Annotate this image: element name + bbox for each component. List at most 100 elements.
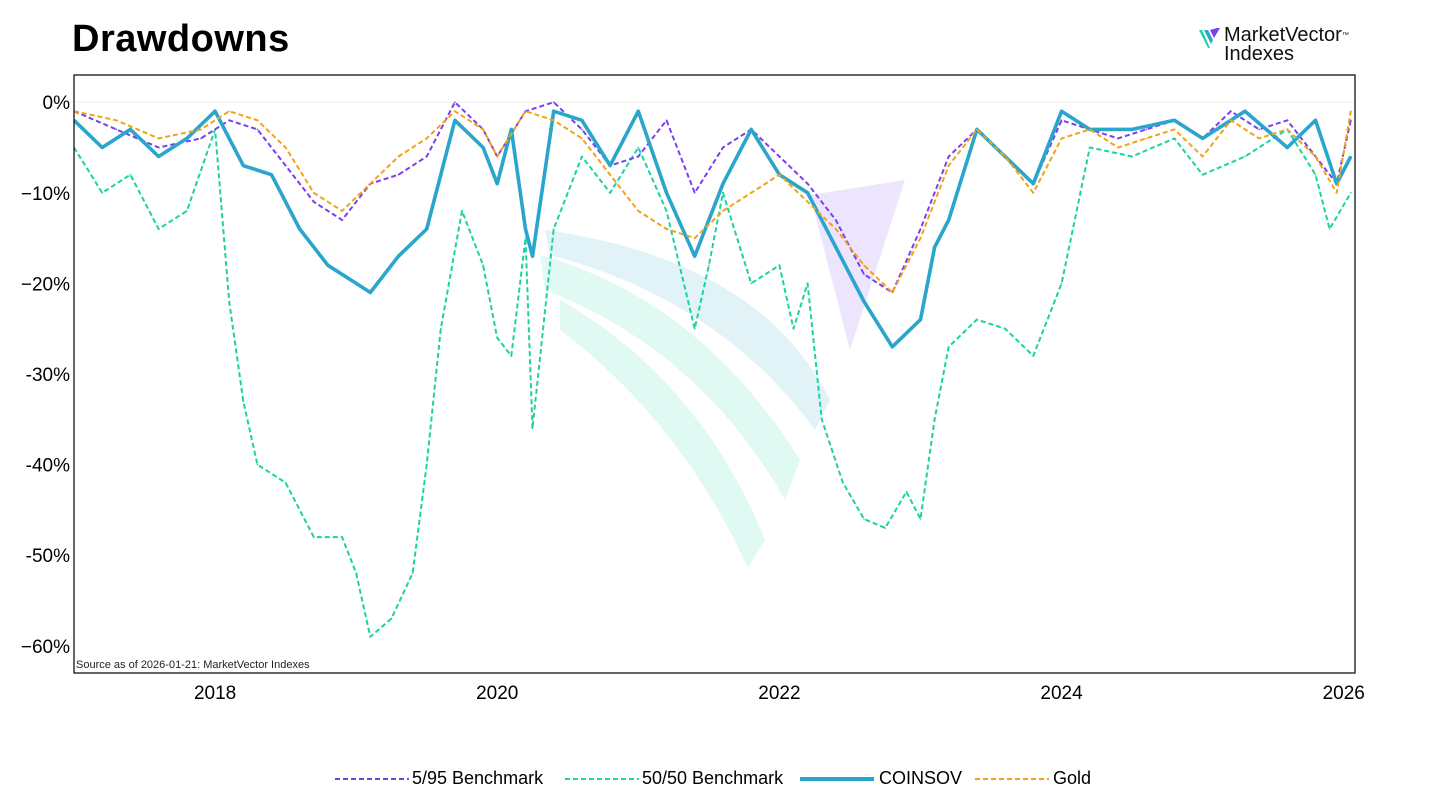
data-point [750,128,752,131]
data-point [750,282,752,285]
data-point [115,119,118,122]
data-point [806,282,809,285]
data-point [905,491,908,493]
data-point [355,282,358,285]
data-point [1004,327,1006,330]
y-tick-label: −10% [21,184,70,205]
data-point [496,337,499,339]
data-point [327,264,329,267]
data-point [863,273,865,276]
data-point [919,318,922,321]
source-note: Source as of 2026-01-21: MarketVector In… [76,659,310,671]
data-point [1350,110,1352,112]
data-point [693,327,696,330]
data-point [355,572,358,575]
x-tick-label: 2024 [1040,683,1083,704]
data-point [186,137,188,140]
logo-text-line1: MarketVector [1224,24,1342,46]
data-point [1173,119,1176,122]
data-point [298,228,301,230]
data-point [200,137,202,140]
data-point [461,210,463,212]
series-layer [74,101,1355,638]
data-point [510,128,513,131]
data-point [947,219,950,221]
data-point [482,128,484,131]
data-point [1258,128,1260,131]
data-point [884,527,886,529]
data-point [708,264,710,267]
data-point [425,228,428,230]
data-point [1350,192,1352,194]
data-point [1060,119,1063,122]
data-point [242,400,245,403]
data-point [722,192,724,194]
data-point [454,119,456,122]
data-point [524,228,527,230]
data-point [1032,192,1035,194]
data-point [425,155,428,158]
data-point [891,291,894,294]
legend-swatch [800,777,874,781]
data-point [157,137,160,140]
x-axis: 2018 2020 2022 2024 2026 [194,683,1365,704]
y-tick-label: -50% [26,546,70,567]
data-point [482,264,484,267]
data-point [115,128,118,131]
data-point [1201,137,1204,140]
data-point [1286,128,1289,131]
data-point [863,300,865,303]
data-point [284,481,287,484]
data-point [440,327,442,330]
legend-swatch [975,778,1049,780]
data-point [454,101,456,103]
data-point [778,264,781,267]
legend-swatch [335,778,409,780]
data-point [1286,119,1289,122]
data-point [1314,173,1317,176]
data-point [1117,146,1119,149]
logo-text: MarketVector™ Indexes [1224,24,1349,64]
data-point [1201,155,1204,158]
data-point [270,173,273,176]
data-point [581,119,583,122]
data-point [1335,192,1338,194]
data-point [496,182,499,185]
legend-swatch [565,778,639,780]
data-point [1258,137,1260,140]
data-point [1145,137,1147,140]
data-point [863,518,865,520]
data-point [1173,137,1176,140]
data-point [369,291,372,294]
data-point [482,146,484,149]
data-point [186,210,188,212]
data-point [919,228,922,230]
data-point [722,182,724,185]
data-point [1032,182,1035,185]
data-point [397,173,400,176]
data-point [976,128,978,131]
data-point [835,228,837,230]
data-point [1145,128,1147,131]
data-point [778,173,781,176]
data-point [524,110,527,112]
data-point [1060,110,1063,112]
data-point [313,192,315,194]
data-point [842,481,844,484]
chart-title: Drawdowns [72,18,290,60]
data-point [933,418,936,421]
data-point [228,110,230,112]
data-point [581,155,583,158]
data-point [609,164,611,167]
data-point [806,201,809,203]
watermark [540,180,905,568]
x-tick-label: 2026 [1323,683,1365,704]
x-tick-label: 2022 [758,683,800,704]
data-point [284,146,287,149]
data-point [806,192,809,194]
data-point [552,110,555,112]
data-point [313,536,315,538]
data-point [637,146,640,149]
data-point [1060,137,1063,140]
data-point [200,128,202,131]
